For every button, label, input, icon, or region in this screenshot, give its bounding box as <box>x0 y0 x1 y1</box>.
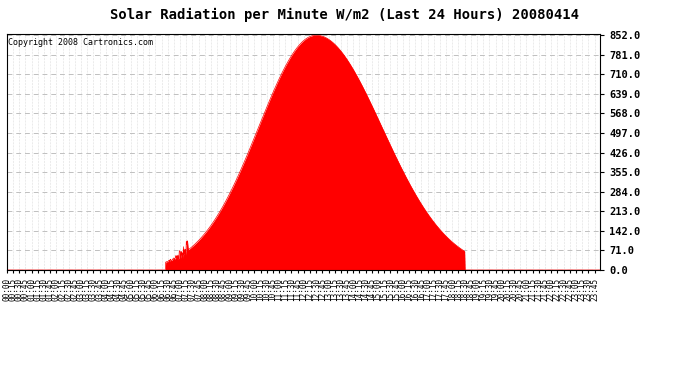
Text: Copyright 2008 Cartronics.com: Copyright 2008 Cartronics.com <box>8 39 153 48</box>
Text: Solar Radiation per Minute W/m2 (Last 24 Hours) 20080414: Solar Radiation per Minute W/m2 (Last 24… <box>110 8 580 22</box>
